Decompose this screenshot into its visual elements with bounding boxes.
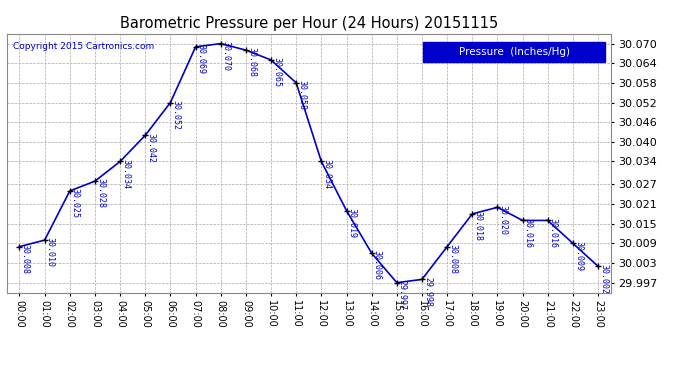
Text: 29.997: 29.997 — [398, 280, 407, 310]
Text: 30.019: 30.019 — [348, 208, 357, 238]
Text: 30.065: 30.065 — [272, 57, 281, 87]
Text: 30.018: 30.018 — [473, 211, 482, 241]
Text: 30.008: 30.008 — [21, 244, 30, 274]
Text: 30.016: 30.016 — [524, 217, 533, 248]
Text: 30.052: 30.052 — [172, 100, 181, 130]
FancyBboxPatch shape — [424, 42, 604, 62]
Text: 29.998: 29.998 — [423, 277, 432, 307]
Text: 30.020: 30.020 — [498, 205, 508, 235]
Text: 30.042: 30.042 — [146, 132, 155, 162]
Text: 30.058: 30.058 — [297, 80, 306, 110]
Text: 30.034: 30.034 — [121, 159, 130, 189]
Title: Barometric Pressure per Hour (24 Hours) 20151115: Barometric Pressure per Hour (24 Hours) … — [119, 16, 498, 31]
Text: 30.025: 30.025 — [71, 188, 80, 218]
Text: 30.069: 30.069 — [197, 44, 206, 74]
Text: 30.068: 30.068 — [247, 47, 256, 77]
Text: 30.009: 30.009 — [574, 241, 583, 271]
Text: 30.010: 30.010 — [46, 237, 55, 267]
Text: 30.034: 30.034 — [322, 159, 331, 189]
Text: 30.028: 30.028 — [96, 178, 105, 209]
Text: 30.008: 30.008 — [448, 244, 457, 274]
Text: 30.016: 30.016 — [549, 217, 558, 248]
Text: 30.006: 30.006 — [373, 251, 382, 280]
Text: Copyright 2015 Cartronics.com: Copyright 2015 Cartronics.com — [13, 42, 154, 51]
Text: Pressure  (Inches/Hg): Pressure (Inches/Hg) — [459, 47, 569, 57]
Text: 30.002: 30.002 — [599, 264, 608, 294]
Text: 30.070: 30.070 — [221, 41, 230, 71]
